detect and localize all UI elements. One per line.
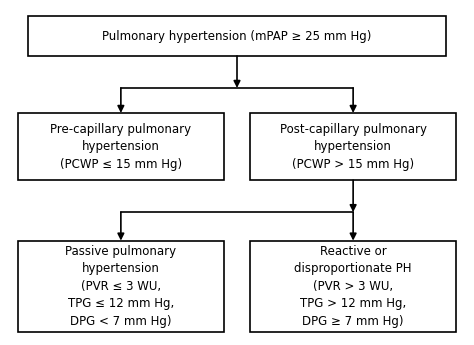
Text: Post-capillary pulmonary
hypertension
(PCWP > 15 mm Hg): Post-capillary pulmonary hypertension (P… [280,122,427,171]
FancyBboxPatch shape [250,113,456,180]
FancyBboxPatch shape [18,113,224,180]
FancyBboxPatch shape [28,16,446,56]
FancyBboxPatch shape [250,241,456,332]
Text: Reactive or
disproportionate PH
(PVR > 3 WU,
TPG > 12 mm Hg,
DPG ≥ 7 mm Hg): Reactive or disproportionate PH (PVR > 3… [294,245,412,328]
FancyBboxPatch shape [18,241,224,332]
Text: Passive pulmonary
hypertension
(PVR ≤ 3 WU,
TPG ≤ 12 mm Hg,
DPG < 7 mm Hg): Passive pulmonary hypertension (PVR ≤ 3 … [65,245,176,328]
Text: Pulmonary hypertension (mPAP ≥ 25 mm Hg): Pulmonary hypertension (mPAP ≥ 25 mm Hg) [102,30,372,43]
Text: Pre-capillary pulmonary
hypertension
(PCWP ≤ 15 mm Hg): Pre-capillary pulmonary hypertension (PC… [50,122,191,171]
